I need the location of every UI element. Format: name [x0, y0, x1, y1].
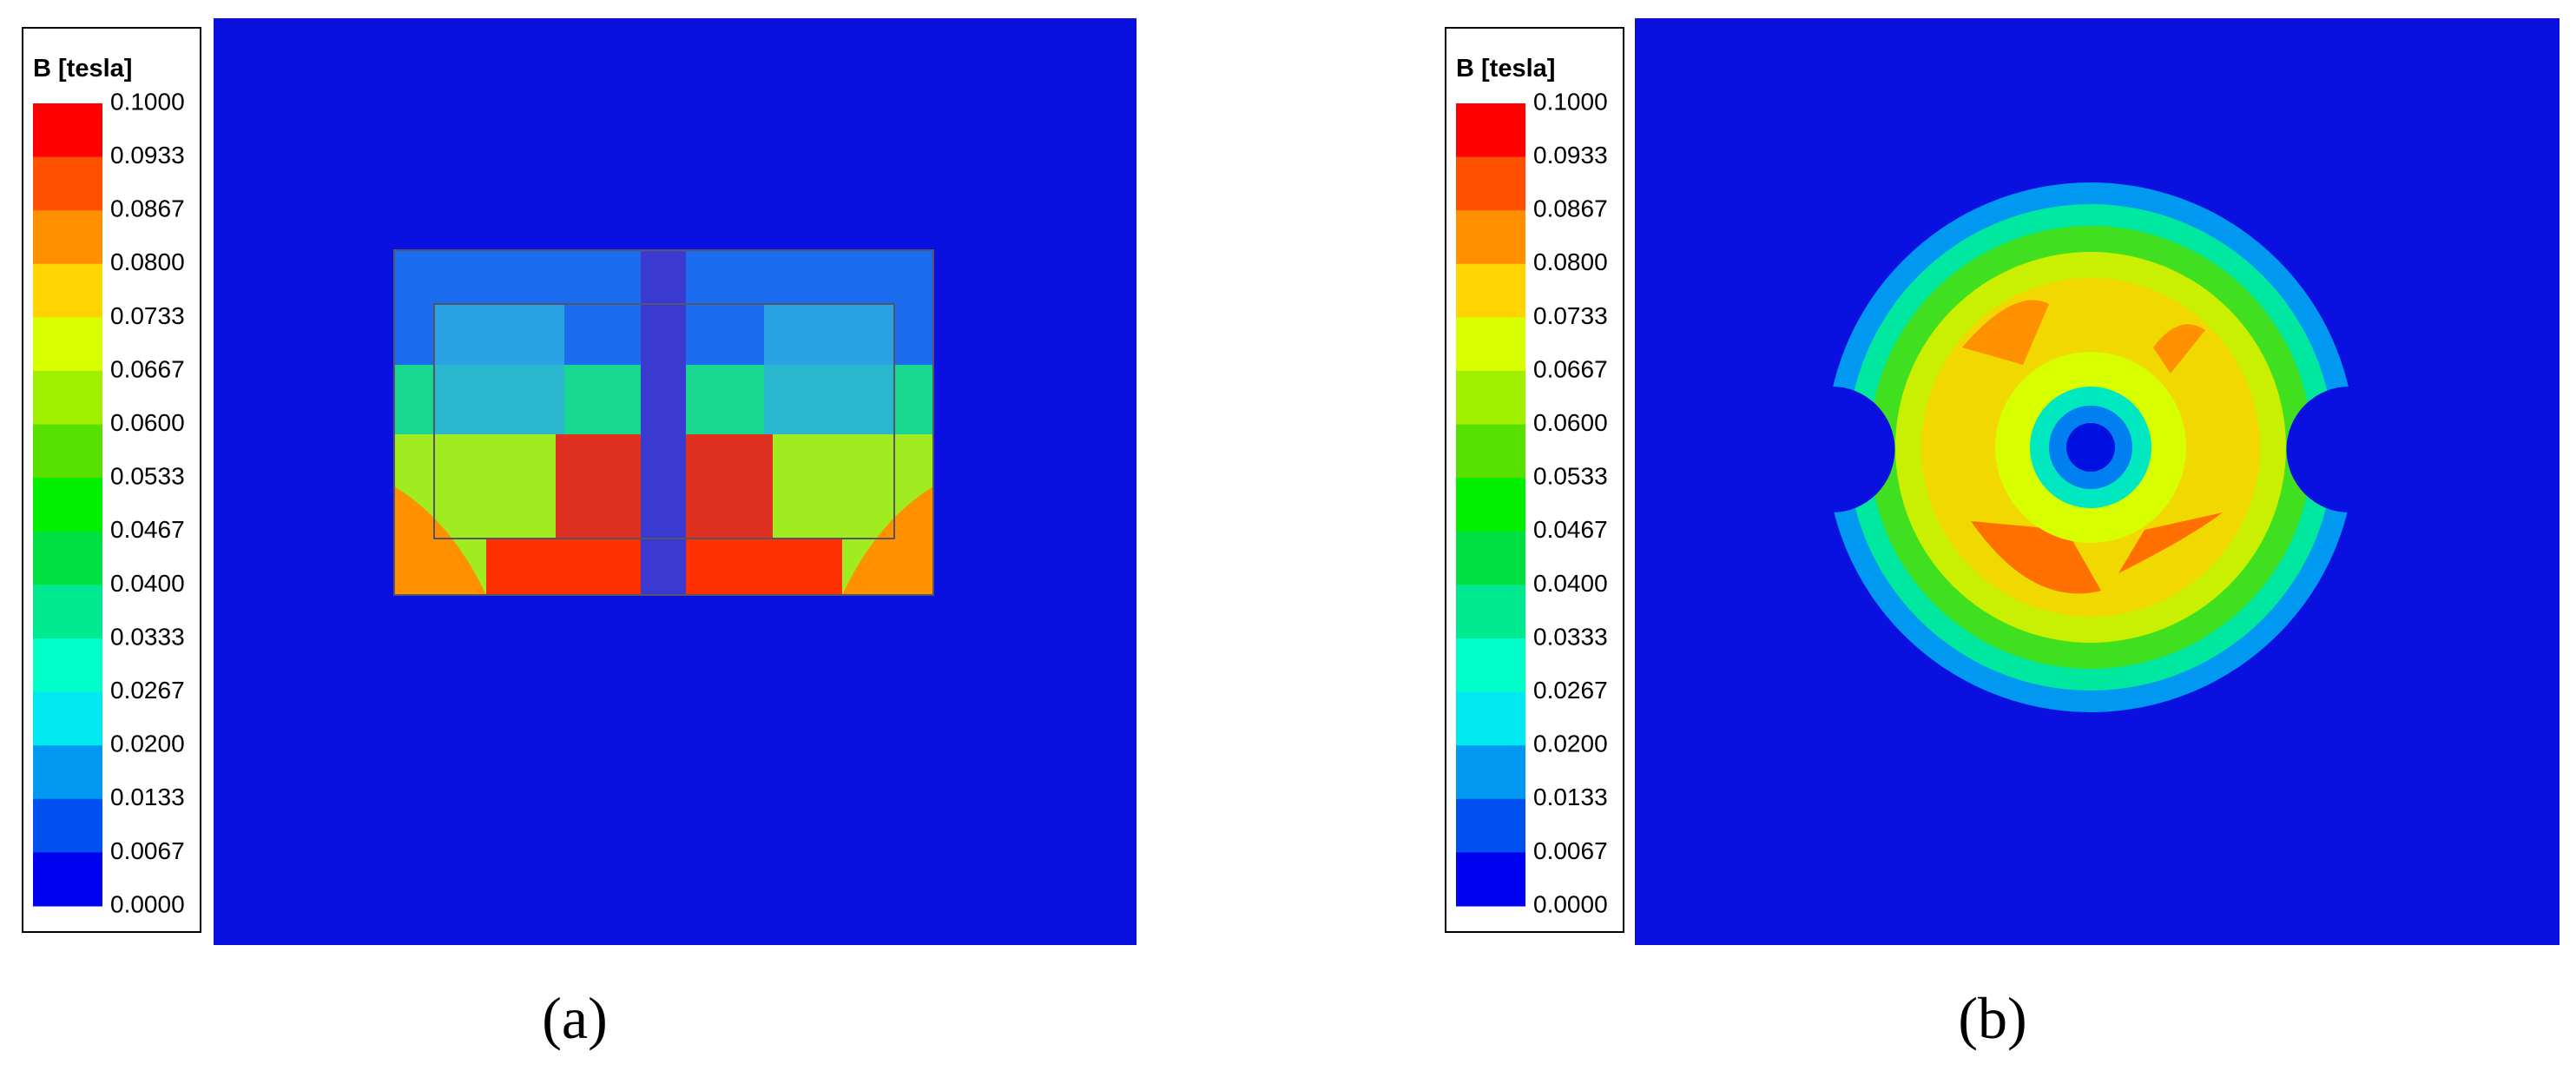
color-band [33, 798, 102, 853]
color-band [33, 585, 102, 639]
color-band [1456, 103, 1525, 158]
color-band [33, 371, 102, 426]
color-band [33, 852, 102, 907]
colorbar-tick-label: 0.0600 [110, 409, 185, 436]
colorbar-title: B [tesla] [1456, 55, 1555, 83]
color-band [1456, 745, 1525, 800]
colorbar-tick-label: 0.0733 [1533, 302, 1608, 329]
colorbar-tick-label: 0.0800 [1533, 248, 1608, 275]
color-band [1456, 478, 1525, 532]
colorbar-tick-label: 0.0067 [110, 837, 185, 864]
colorbar-tick-label: 0.0933 [110, 142, 185, 169]
color-band [1456, 638, 1525, 693]
panel-label: (b) [1958, 985, 2026, 1051]
colorbar-tick-label: 0.0000 [1533, 890, 1608, 917]
colorbar-tick-label: 0.0200 [1533, 731, 1608, 757]
color-band [33, 691, 102, 746]
color-band [1456, 317, 1525, 372]
color-band [1456, 531, 1525, 585]
colorbar-tick-label: 0.0400 [110, 570, 185, 597]
color-band [33, 478, 102, 532]
color-band [33, 531, 102, 585]
color-band [33, 210, 102, 265]
colorbar-tick-label: 0.0133 [1533, 783, 1608, 810]
colorbar-tick-label: 0.0400 [1533, 570, 1608, 597]
color-band [33, 745, 102, 800]
colorbar-tick-label: 0.0867 [110, 195, 185, 222]
color-band [33, 263, 102, 318]
field-plot-a [214, 18, 1136, 945]
colorbar-tick-label: 0.0333 [110, 623, 185, 650]
colorbar-tick-label: 0.0667 [110, 355, 185, 382]
colorbar-tick-label: 0.0667 [1533, 355, 1608, 382]
colorbar-tick-label: 0.0000 [110, 890, 185, 917]
colorbar-tick-label: 0.0533 [110, 463, 185, 490]
color-band [33, 103, 102, 158]
colorbar-tick-label: 0.0200 [110, 731, 185, 757]
color-band [33, 424, 102, 479]
color-band [1456, 371, 1525, 426]
color-band [1456, 585, 1525, 639]
color-band [1456, 156, 1525, 211]
color-band [1456, 210, 1525, 265]
color-band [33, 156, 102, 211]
colorbar-tick-label: 0.0867 [1533, 195, 1608, 222]
colorbar-tick-label: 0.0067 [1533, 837, 1608, 864]
color-band [1456, 424, 1525, 479]
color-band [33, 638, 102, 693]
colorbar-title: B [tesla] [33, 55, 132, 83]
colorbar-tick-label: 0.0800 [110, 248, 185, 275]
colorbar-tick-label: 0.0933 [1533, 142, 1608, 169]
colorbar-tick-label: 0.0467 [1533, 516, 1608, 543]
colorbar-tick-label: 0.0133 [110, 783, 185, 810]
colorbar-tick-label: 0.0267 [110, 677, 185, 704]
color-band [33, 317, 102, 372]
colorbar-tick-label: 0.0333 [1533, 623, 1608, 650]
colorbar-tick-label: 0.1000 [110, 88, 185, 115]
colorbar-tick-label: 0.0733 [110, 302, 185, 329]
colorbar-tick-label: 0.0600 [1533, 409, 1608, 436]
colorbar-tick-label: 0.0467 [110, 516, 185, 543]
color-band [1456, 263, 1525, 318]
color-band [1456, 852, 1525, 907]
panel-label: (a) [542, 985, 607, 1051]
colorbar-tick-label: 0.1000 [1533, 88, 1608, 115]
color-band [1456, 691, 1525, 746]
color-band [1456, 798, 1525, 853]
colorbar-tick-label: 0.0267 [1533, 677, 1608, 704]
colorbar-tick-label: 0.0533 [1533, 463, 1608, 490]
field-plot-b [1635, 18, 2560, 945]
